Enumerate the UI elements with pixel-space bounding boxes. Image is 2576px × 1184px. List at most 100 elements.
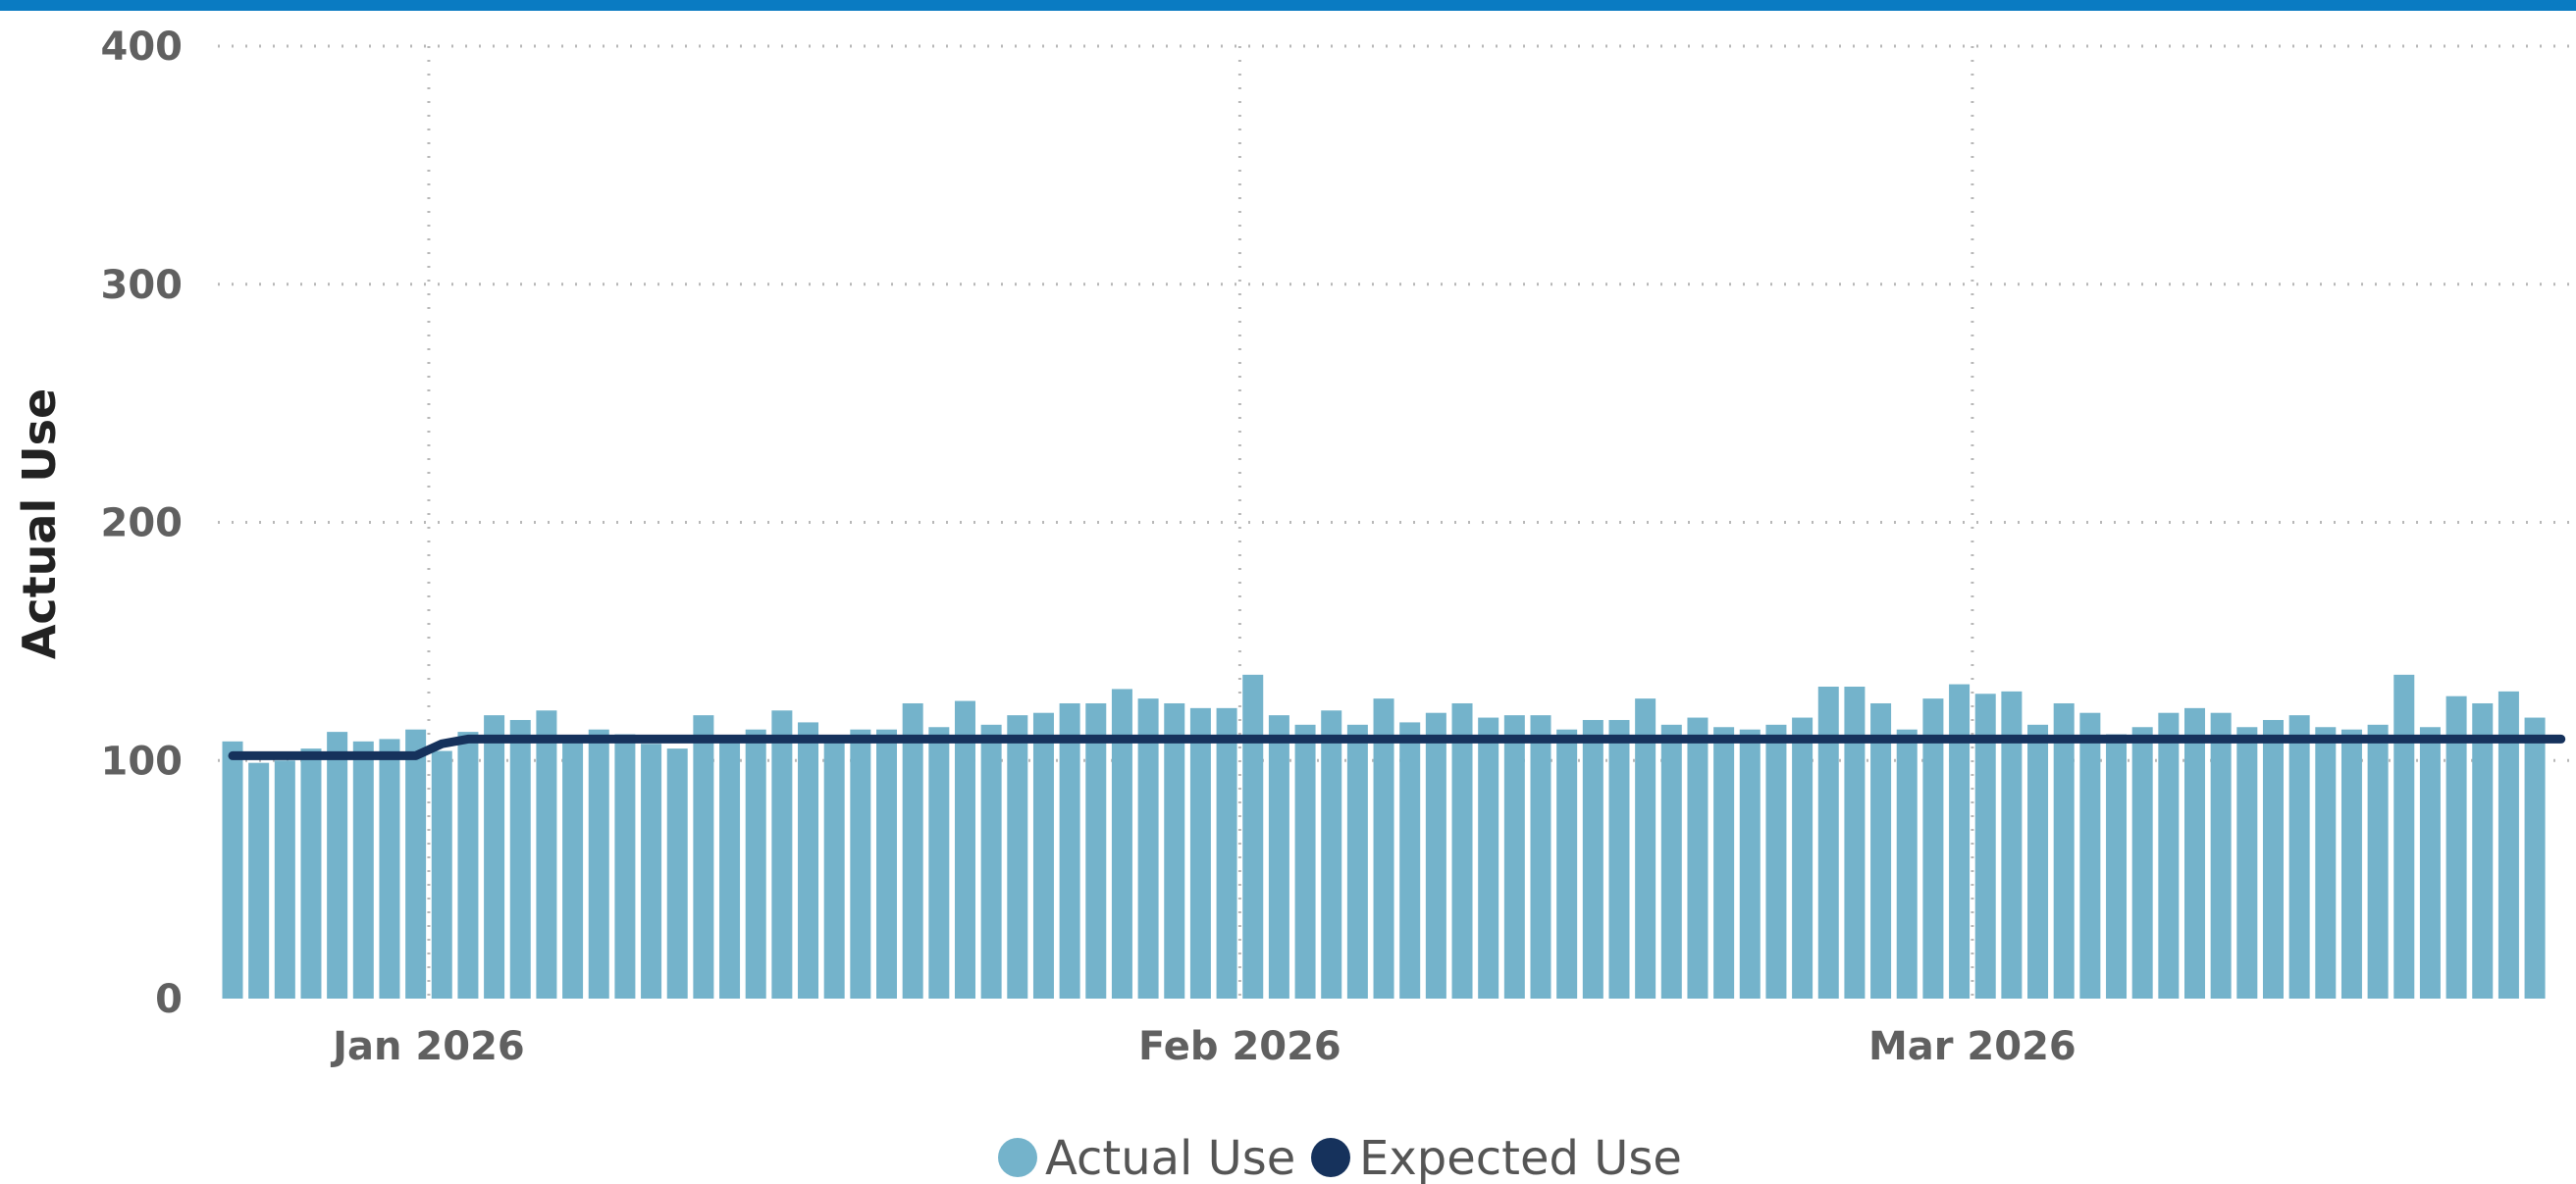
bar-actual-use	[2106, 734, 2128, 999]
bar-actual-use	[2393, 674, 2415, 999]
bar-actual-use	[641, 744, 662, 999]
bar-actual-use	[536, 710, 557, 999]
bar-actual-use	[823, 736, 845, 999]
bar-actual-use	[2131, 727, 2153, 999]
bar-actual-use	[222, 741, 243, 999]
bar-actual-use	[798, 722, 819, 999]
y-tick-label: 200	[101, 501, 184, 546]
bar-actual-use	[1032, 712, 1054, 999]
bar-actual-use	[693, 715, 714, 999]
bar-actual-use	[745, 729, 766, 999]
bar-actual-use	[457, 732, 479, 999]
bar-actual-use	[876, 729, 897, 999]
bar-actual-use	[2079, 712, 2101, 999]
bar-actual-use	[2340, 729, 2362, 999]
bar-actual-use	[1451, 702, 1473, 999]
bar-actual-use	[2210, 712, 2232, 999]
bar-actual-use	[719, 736, 741, 999]
bar-actual-use	[1321, 710, 1342, 999]
bar-actual-use	[614, 734, 636, 999]
bar-actual-use	[2419, 727, 2441, 999]
bar-actual-use	[1687, 717, 1709, 999]
x-tick-label: Feb 2026	[1138, 1024, 1341, 1069]
bar-actual-use	[562, 739, 584, 999]
bar-actual-use	[1216, 707, 1237, 999]
bar-actual-use	[1268, 715, 1289, 999]
bar-actual-use	[274, 760, 295, 999]
y-tick-label: 300	[101, 263, 184, 308]
bar-actual-use	[1635, 698, 1656, 999]
bar-actual-use	[1373, 698, 1394, 999]
bar-actual-use	[666, 748, 688, 999]
bar-actual-use	[1949, 684, 1971, 999]
bar-actual-use	[1007, 715, 1028, 999]
bar-actual-use	[1765, 724, 1787, 999]
actual-use-bars	[222, 674, 2546, 999]
bar-actual-use	[2184, 707, 2205, 999]
bar-actual-use	[1530, 715, 1551, 999]
bar-actual-use	[2472, 702, 2494, 999]
y-axis-title: Actual Use	[13, 388, 66, 659]
x-tick-label: Jan 2026	[330, 1024, 525, 1069]
bar-actual-use	[431, 750, 452, 999]
bar-actual-use	[2158, 712, 2180, 999]
bar-actual-use	[902, 702, 923, 999]
bar-actual-use	[928, 727, 950, 999]
bar-actual-use	[327, 732, 348, 999]
bar-actual-use	[1582, 719, 1603, 999]
bar-actual-use	[1713, 727, 1735, 999]
legend-label-actual-use: Actual Use	[1045, 1131, 1295, 1184]
bar-actual-use	[1294, 724, 1316, 999]
bar-actual-use	[2262, 719, 2284, 999]
bar-actual-use	[2445, 695, 2467, 999]
bar-actual-use	[379, 739, 400, 999]
legend-item-expected-use[interactable]: Expected Use	[1311, 1131, 1682, 1184]
bar-actual-use	[2053, 702, 2075, 999]
bar-actual-use	[980, 724, 1002, 999]
legend-label-expected-use: Expected Use	[1359, 1131, 1682, 1184]
bar-actual-use	[1111, 689, 1132, 999]
bar-actual-use	[2315, 727, 2337, 999]
y-axis-ticks: 0 100 200 300 400	[101, 25, 184, 1022]
bar-actual-use	[1792, 717, 1814, 999]
bar-actual-use	[1425, 712, 1446, 999]
legend-marker-expected-use	[1311, 1138, 1350, 1177]
bar-actual-use	[1739, 729, 1761, 999]
bar-actual-use	[352, 741, 374, 999]
bar-actual-use	[1399, 722, 1421, 999]
bar-actual-use	[1870, 702, 1892, 999]
bar-actual-use	[850, 729, 871, 999]
x-axis-ticks: Jan 2026 Feb 2026 Mar 2026	[330, 1024, 2077, 1069]
top-accent-bar	[0, 0, 2576, 11]
legend-item-actual-use[interactable]: Actual Use	[998, 1131, 1295, 1184]
bar-actual-use	[2001, 691, 2023, 999]
bar-actual-use	[954, 700, 975, 999]
bar-actual-use	[2367, 724, 2389, 999]
y-tick-label: 400	[101, 25, 184, 70]
bar-actual-use	[2288, 715, 2310, 999]
bar-actual-use	[1164, 702, 1185, 999]
bar-actual-use	[1478, 717, 1499, 999]
bar-actual-use	[1059, 702, 1080, 999]
y-tick-label: 100	[101, 739, 184, 784]
bar-actual-use	[2027, 724, 2049, 999]
bar-actual-use	[1922, 698, 1944, 999]
bar-actual-use	[248, 762, 270, 999]
bar-actual-use	[2236, 727, 2258, 999]
bar-actual-use	[484, 715, 505, 999]
line-expected-use	[228, 734, 2566, 760]
bar-actual-use	[1608, 719, 1630, 999]
bar-actual-use	[1974, 694, 1996, 999]
expected-use-line	[228, 734, 2566, 760]
bar-actual-use	[1817, 686, 1839, 999]
bar-actual-use	[1844, 686, 1866, 999]
bar-actual-use	[1189, 707, 1211, 999]
x-tick-label: Mar 2026	[1868, 1024, 2077, 1069]
bar-actual-use	[1503, 715, 1525, 999]
bar-actual-use	[405, 729, 427, 999]
bar-actual-use	[588, 729, 609, 999]
bar-actual-use	[1896, 729, 1918, 999]
bar-actual-use	[1346, 724, 1368, 999]
legend: Actual Use Expected Use	[998, 1131, 1682, 1184]
